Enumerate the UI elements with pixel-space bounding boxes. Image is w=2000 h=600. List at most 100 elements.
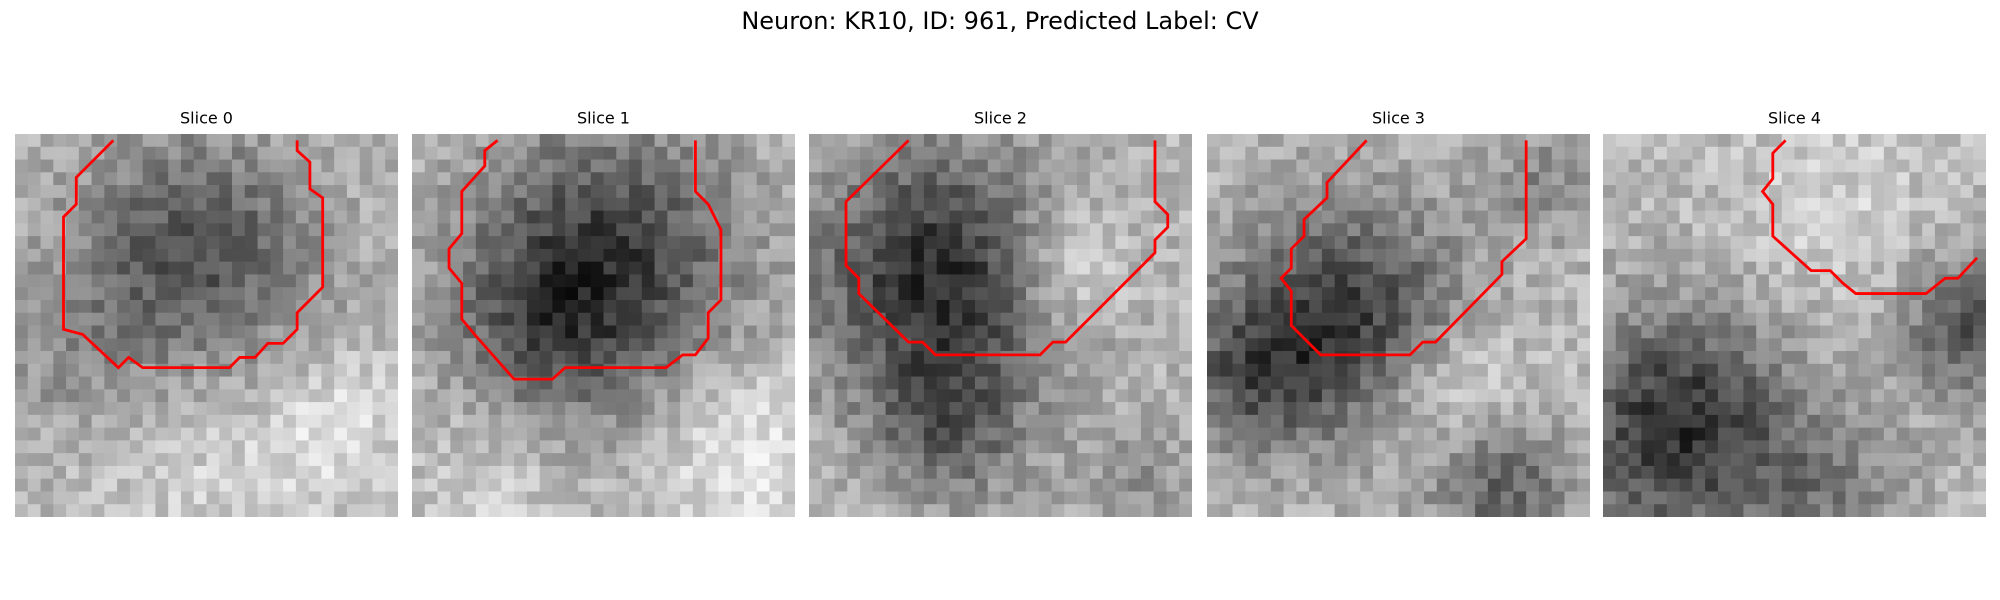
pixel: [450, 312, 464, 326]
pixel: [1283, 223, 1297, 237]
pixel: [1089, 223, 1104, 237]
pixel: [412, 453, 426, 467]
pixel: [129, 465, 144, 480]
pixel: [1883, 274, 1898, 288]
pixel: [1922, 376, 1936, 390]
pixel: [1258, 440, 1272, 454]
pixel: [359, 287, 373, 301]
pixel: [346, 236, 361, 250]
pixel: [463, 427, 477, 441]
pixel: [1449, 414, 1463, 429]
pixel: [412, 465, 426, 480]
pixel: [1270, 363, 1284, 377]
pixel: [705, 236, 719, 250]
pixel: [616, 427, 630, 441]
pixel: [1768, 274, 1783, 288]
pixel: [270, 325, 284, 339]
pixel: [565, 402, 579, 416]
pixel: [1756, 363, 1770, 377]
pixel: [1245, 159, 1259, 173]
pixel: [1064, 248, 1078, 263]
pixel: [756, 414, 770, 429]
pixel: [129, 312, 144, 326]
pixel: [1051, 414, 1065, 429]
pixel: [1102, 210, 1116, 224]
pixel: [91, 453, 105, 467]
pixel: [1140, 351, 1155, 365]
pixel: [1679, 427, 1693, 441]
pixel: [1654, 236, 1668, 250]
pixel: [1398, 402, 1412, 416]
pixel: [66, 389, 80, 403]
pixel: [359, 223, 373, 237]
pixel: [1577, 261, 1590, 275]
pixel: [372, 146, 386, 160]
pixel: [1628, 325, 1642, 339]
pixel: [1807, 325, 1821, 339]
pixel: [1051, 338, 1065, 352]
pixel: [1666, 363, 1680, 377]
pixel: [463, 465, 477, 480]
pixel: [1794, 223, 1808, 237]
pixel: [1411, 491, 1425, 505]
pixel: [743, 363, 758, 377]
pixel: [1411, 236, 1425, 250]
pixel: [142, 351, 156, 365]
pixel: [847, 465, 861, 480]
pixel: [1309, 504, 1323, 517]
pixel: [552, 465, 566, 480]
pixel: [1026, 274, 1040, 288]
pixel: [1283, 185, 1297, 199]
pixel: [1500, 261, 1514, 275]
pixel: [616, 172, 630, 186]
pixel: [66, 402, 80, 416]
pixel: [463, 440, 477, 454]
pixel: [1500, 185, 1514, 199]
pixel: [1577, 504, 1590, 517]
pixel: [641, 376, 655, 390]
pixel: [1615, 299, 1629, 314]
pixel: [809, 185, 823, 199]
pixel: [1128, 504, 1142, 517]
pixel: [974, 210, 989, 224]
pixel: [872, 478, 886, 492]
pixel: [308, 478, 322, 492]
pixel: [1462, 146, 1476, 160]
pixel: [206, 351, 220, 365]
pixel: [1462, 325, 1476, 339]
pixel: [514, 312, 528, 326]
pixel: [769, 440, 783, 454]
pixel: [834, 299, 848, 314]
pixel: [1296, 312, 1310, 326]
pixel: [809, 338, 823, 352]
pixel: [193, 223, 207, 237]
pixel: [1372, 274, 1387, 288]
pixel: [1296, 299, 1310, 314]
pixel: [898, 491, 912, 505]
pixel: [1730, 210, 1744, 224]
pixel: [475, 440, 489, 454]
pixel: [885, 478, 899, 492]
pixel: [1270, 389, 1284, 403]
pixel: [1692, 223, 1706, 237]
pixel: [565, 491, 579, 505]
pixel: [1641, 351, 1655, 365]
pixel: [1692, 376, 1706, 390]
pixel: [129, 325, 144, 339]
pixel: [437, 223, 451, 237]
pixel: [731, 223, 745, 237]
pixel: [1424, 236, 1438, 250]
pixel: [616, 312, 630, 326]
pixel: [1551, 338, 1565, 352]
pixel: [1385, 248, 1399, 263]
pixel: [936, 172, 950, 186]
pixel: [705, 427, 719, 441]
pixel: [1309, 134, 1323, 148]
pixel: [91, 197, 105, 211]
pixel: [680, 287, 694, 301]
pixel: [1258, 351, 1272, 365]
pixel: [692, 351, 707, 365]
pixel: [705, 274, 719, 288]
pixel: [40, 427, 54, 441]
pixel: [40, 338, 54, 352]
